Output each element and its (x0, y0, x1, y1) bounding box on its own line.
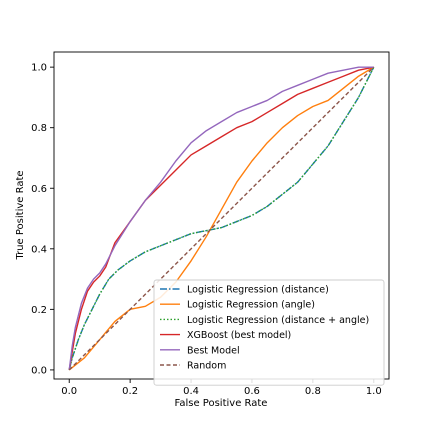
legend-label-0: Logistic Regression (distance) (187, 285, 329, 296)
legend-label-4: Best Model (187, 345, 240, 356)
y-tick-label: 0.8 (31, 123, 47, 134)
y-tick-label: 0.2 (31, 305, 47, 316)
y-tick-label: 0.4 (31, 244, 47, 255)
x-tick-label: 0.0 (61, 386, 77, 397)
x-tick-label: 0.2 (122, 386, 138, 397)
legend-label-2: Logistic Regression (distance + angle) (187, 315, 369, 326)
y-tick-label: 0.6 (31, 184, 47, 195)
legend: Logistic Regression (distance) Logistic R… (154, 280, 384, 385)
x-tick-label: 0.4 (183, 386, 199, 397)
legend-label-1: Logistic Regression (angle) (187, 300, 315, 311)
legend-label-5: Random (187, 361, 226, 372)
legend-label-3: XGBoost (best model) (187, 330, 291, 341)
y-axis-label: True Positive Rate (15, 170, 26, 260)
y-tick-label: 0.0 (31, 365, 47, 376)
x-axis-label: False Positive Rate (175, 398, 268, 409)
x-tick-label: 0.8 (305, 386, 321, 397)
y-tick-label: 1.0 (31, 63, 47, 74)
x-tick-label: 1.0 (366, 386, 382, 397)
x-tick-label: 0.6 (244, 386, 260, 397)
